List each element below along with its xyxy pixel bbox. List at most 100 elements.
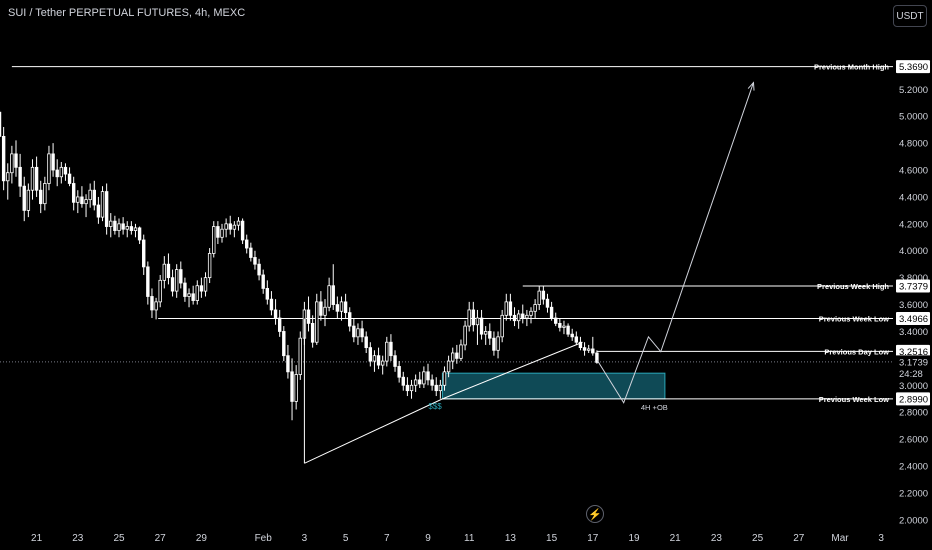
candle-body (265, 288, 270, 300)
candle-body (249, 247, 253, 258)
candle (385, 336, 389, 367)
candle (6, 163, 10, 200)
candle-body (570, 333, 574, 338)
candle-body (397, 366, 401, 378)
level-name: Previous Week Low (819, 395, 889, 404)
y-tick-label: 4.0000 (899, 246, 928, 257)
candle (533, 299, 537, 319)
candle-body (162, 263, 167, 281)
candle (39, 180, 43, 214)
candle-body (422, 371, 426, 385)
candle (179, 261, 183, 289)
candle-body (133, 227, 138, 231)
candle-body (516, 313, 521, 322)
candle-body (496, 336, 500, 351)
x-tick-label: 13 (505, 533, 517, 544)
candle (323, 299, 327, 327)
candle-body (154, 301, 158, 311)
candle (228, 215, 232, 235)
candle-body (467, 309, 471, 327)
candle (199, 277, 204, 298)
forecast-arrowhead (747, 81, 755, 91)
candle-body (146, 266, 150, 297)
candle (142, 234, 146, 275)
candle-body (142, 239, 146, 268)
candle (582, 342, 587, 356)
candle (405, 377, 410, 397)
candle (30, 159, 35, 200)
candle (282, 326, 286, 362)
candle-body (315, 301, 319, 343)
candle-body (67, 173, 72, 184)
candle-body (282, 331, 286, 357)
currency-button[interactable]: USDT (893, 5, 927, 27)
candle (508, 293, 513, 321)
candle-body (80, 196, 84, 205)
candle (500, 309, 504, 343)
candle-body (39, 189, 43, 205)
candle-body (298, 337, 302, 375)
candle-body (71, 183, 76, 203)
candle (195, 280, 199, 305)
candle-body (104, 191, 109, 227)
candle-body (22, 185, 26, 211)
candles-layer (0, 109, 599, 421)
x-tick-label: 23 (72, 533, 84, 544)
x-tick-label: 25 (113, 533, 125, 544)
candle (430, 374, 434, 391)
candle (273, 299, 278, 325)
y-tick-label: 2.4000 (899, 461, 928, 472)
candle-body (331, 285, 335, 305)
x-tick-label: 9 (425, 533, 431, 544)
candle (360, 320, 364, 343)
candle (158, 274, 162, 308)
candle-body (578, 341, 583, 349)
candle-body (294, 374, 298, 402)
candle (438, 379, 443, 399)
candle-body (187, 293, 191, 297)
y-tick-label: 4.4000 (899, 192, 928, 203)
candle (298, 331, 302, 380)
candle (1, 126, 6, 191)
candle (393, 350, 397, 372)
level-name: Previous Week Low (819, 314, 889, 323)
y-tick-label: 2.8000 (899, 408, 928, 419)
x-tick-label: 27 (793, 533, 805, 544)
candle (327, 277, 331, 312)
candle (47, 145, 51, 191)
candle-body (273, 309, 278, 319)
candle (216, 221, 220, 245)
candle-body (385, 341, 389, 362)
candle-body (257, 263, 261, 276)
candle (586, 344, 591, 353)
candle-body (352, 325, 356, 338)
x-tick-label: 11 (464, 533, 475, 544)
level-price-badge (896, 60, 930, 74)
candle-body (463, 325, 467, 346)
candle-body (455, 352, 459, 359)
liquidity-label: $$$ (428, 402, 442, 411)
candle-body (533, 304, 537, 312)
candle (137, 226, 142, 245)
candle-body (109, 220, 113, 227)
candle (257, 258, 261, 281)
candle-body (376, 355, 381, 366)
candle-body (525, 314, 529, 319)
lightning-icon[interactable]: ⚡ (586, 505, 604, 523)
drawings-layer: $$$ (303, 81, 755, 464)
candle (339, 296, 344, 321)
level-price-badge (896, 344, 930, 358)
candle (67, 167, 72, 187)
candle (26, 183, 31, 218)
level-price-badge (896, 311, 930, 325)
candle-body (319, 301, 323, 316)
candle-body (224, 223, 228, 230)
candle (335, 296, 340, 319)
x-tick-label: 3 (878, 533, 884, 544)
candle (331, 264, 335, 310)
candle-body (413, 379, 418, 386)
candle (170, 269, 175, 297)
candle (364, 331, 368, 353)
candle-body (430, 379, 434, 386)
